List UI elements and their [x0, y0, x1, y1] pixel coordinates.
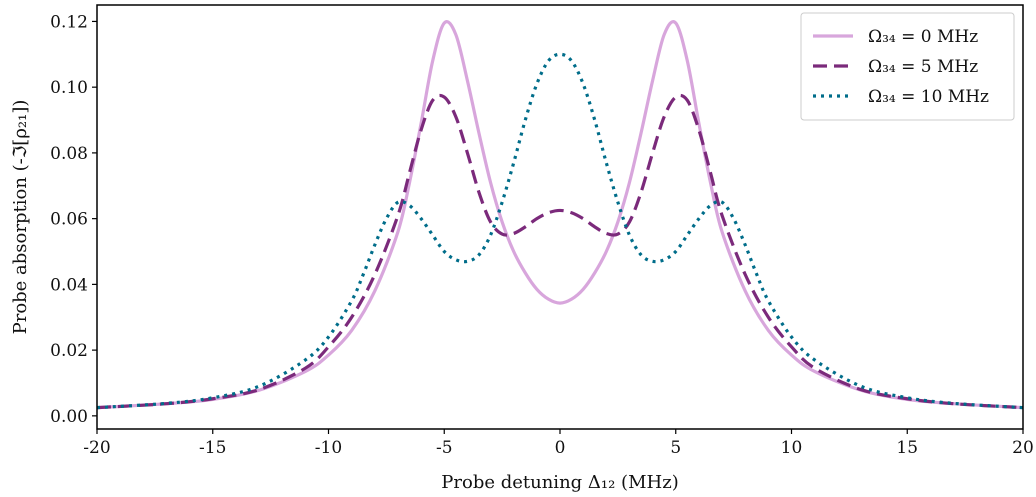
legend: Ω₃₄ = 0 MHz Ω₃₄ = 5 MHz Ω₃₄ = 10 MHz — [800, 12, 1015, 121]
y-tick-label: 0.02 — [50, 341, 88, 361]
y-axis-ticks: 0.00 0.02 0.04 0.06 0.08 0.10 0.12 — [50, 12, 97, 427]
legend-label-series-1: Ω₃₄ = 5 MHz — [868, 57, 978, 77]
x-tick-label: 20 — [1012, 438, 1034, 458]
y-tick-label: 0.08 — [50, 144, 88, 164]
x-axis-label: Probe detuning Δ₁₂ (MHz) — [441, 472, 678, 493]
x-tick-label: 10 — [781, 438, 803, 458]
series-line-1 — [96, 93, 1024, 410]
x-tick-label: 5 — [670, 438, 681, 458]
y-tick-label: 0.10 — [50, 78, 88, 98]
x-tick-label: -5 — [436, 438, 453, 458]
y-axis-label: Probe absorption (-ℑ[ρ₂₁]) — [10, 100, 31, 335]
x-tick-label: 15 — [896, 438, 918, 458]
legend-label-series-2: Ω₃₄ = 10 MHz — [868, 87, 989, 107]
legend-label-series-0: Ω₃₄ = 0 MHz — [868, 27, 978, 47]
y-tick-label: 0.06 — [50, 210, 88, 230]
series-line-2 — [96, 52, 1024, 410]
y-tick-label: 0.12 — [50, 12, 88, 32]
x-axis-ticks: -20 -15 -10 -5 0 5 10 15 20 — [83, 429, 1034, 458]
x-tick-label: -15 — [199, 438, 226, 458]
x-tick-label: 0 — [555, 438, 566, 458]
legend-box — [800, 12, 1015, 121]
y-tick-label: 0.04 — [50, 275, 88, 295]
x-tick-label: -10 — [315, 438, 342, 458]
curves-layer — [96, 20, 1024, 410]
y-tick-label: 0.00 — [50, 407, 88, 427]
series-line-0 — [96, 20, 1024, 410]
x-tick-label: -20 — [83, 438, 110, 458]
